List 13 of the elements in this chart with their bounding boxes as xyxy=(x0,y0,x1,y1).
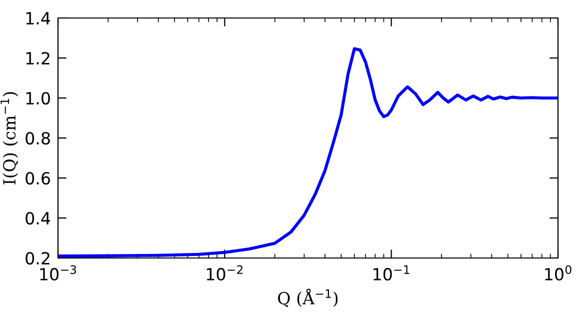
y-tick-label: 1.2 xyxy=(26,52,50,64)
x-tick-label: 10$^{−3}$ xyxy=(40,265,76,280)
y-axis-title: I(Q) (cm$^{−1}$) xyxy=(0,92,18,184)
y-tick-label: 0.6 xyxy=(26,172,50,185)
y-tick-label: 0.4 xyxy=(26,212,50,225)
x-tick-label: 10$^{0}$ xyxy=(545,265,572,280)
x-tick-label: 10$^{−2}$ xyxy=(206,265,242,280)
x-tick-label: 10$^{−1}$ xyxy=(374,265,410,281)
y-tick-label: 0.2 xyxy=(26,252,50,265)
y-tick-label: 1.0 xyxy=(26,92,50,105)
y-tick-label: 1.4 xyxy=(26,12,50,24)
y-tick-label: 0.8 xyxy=(26,132,50,145)
x-axis-title: Q (Å$^{−1}$) xyxy=(278,288,338,307)
